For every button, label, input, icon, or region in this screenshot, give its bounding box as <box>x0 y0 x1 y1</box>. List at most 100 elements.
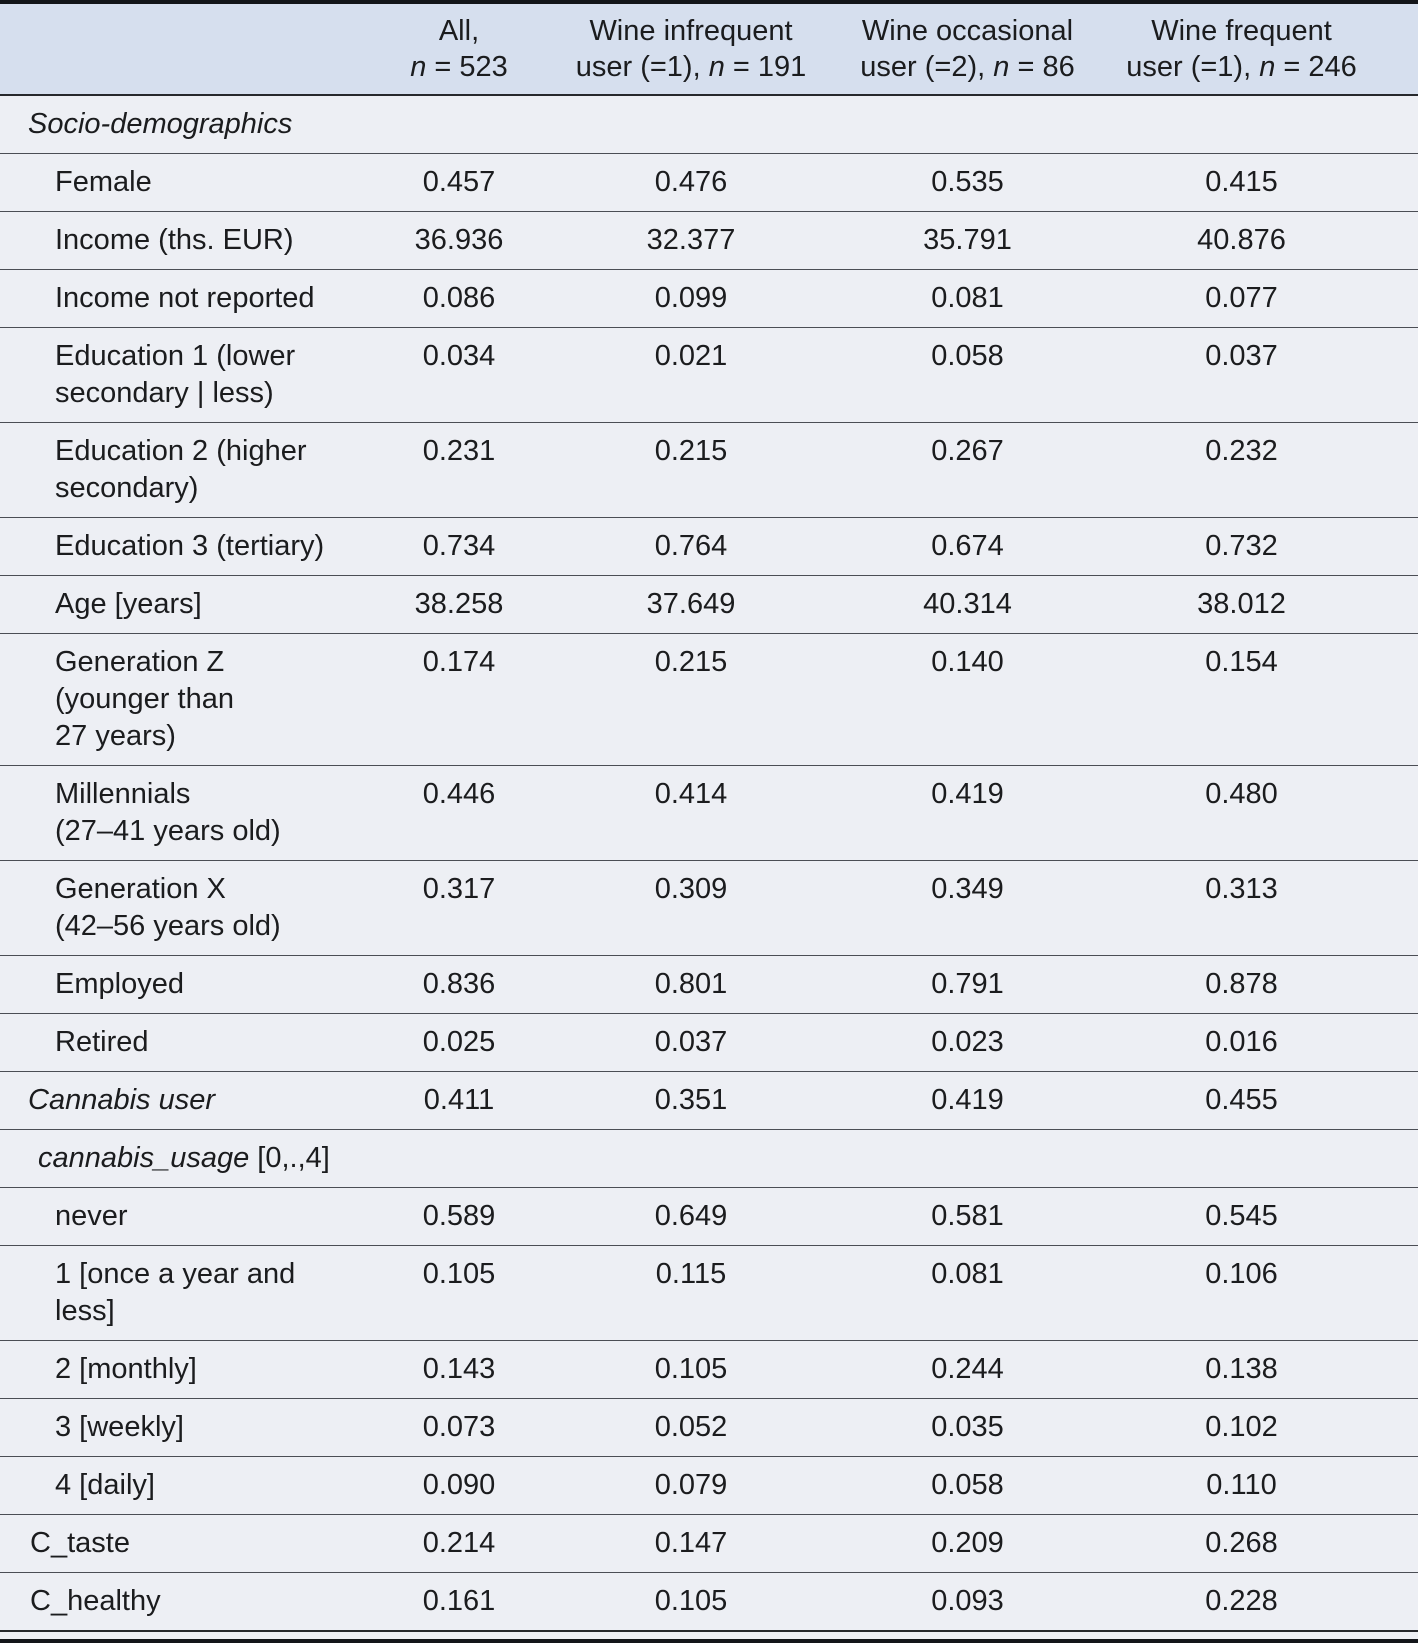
cell-value: 0.455 <box>1205 1084 1278 1116</box>
cell-value: 0.535 <box>931 166 1004 198</box>
column-header-line2: user (=1), n = 191 <box>563 49 819 85</box>
cell-value: 0.268 <box>1205 1527 1278 1559</box>
table-bottom-rule <box>0 1630 1418 1641</box>
cell-value: 0.732 <box>1205 530 1278 562</box>
row-label: C_healthy <box>0 1573 390 1632</box>
cell-value: 0.110 <box>1206 1469 1277 1501</box>
row-label-text: 2 [monthly] <box>55 1353 197 1385</box>
cell-value: 0.081 <box>931 282 1004 314</box>
column-header-count: = 86 <box>1009 51 1075 83</box>
cell-value: 36.936 <box>414 224 504 256</box>
cell-value: 0.419 <box>931 778 1004 810</box>
cell-value <box>390 95 545 154</box>
cell-value: 38.012 <box>1197 588 1286 620</box>
cell-value: 0.457 <box>422 166 496 198</box>
cell-value: 0.058 <box>931 340 1004 372</box>
cell-value: 0.016 <box>1205 1026 1278 1058</box>
cell-value: 0.411 <box>423 1084 495 1116</box>
row-cannabis-user: Cannabis user 0.411 0.351 0.419 0.455 <box>0 1071 1418 1130</box>
cell-value <box>545 1130 820 1188</box>
row-employed: Employed 0.836 0.801 0.791 0.878 <box>0 955 1418 1014</box>
cell-value: 0.073 <box>422 1411 496 1443</box>
column-header-line2: user (=1), n = 246 <box>1091 49 1392 85</box>
corner-cell <box>0 2 390 96</box>
row-female: Female 0.457 0.476 0.535 0.415 <box>0 153 1418 212</box>
cell-value: 40.876 <box>1197 224 1286 256</box>
cell-value: 35.791 <box>923 224 1012 256</box>
bottom-rule-spacer <box>0 1630 1418 1641</box>
cell-value: 0.414 <box>654 778 728 810</box>
cell-value: 0.764 <box>654 530 728 562</box>
cell-value <box>545 95 820 154</box>
cell-value: 0.143 <box>422 1353 496 1385</box>
cell-value <box>1090 1130 1418 1188</box>
row-label: Cannabis user <box>0 1072 390 1130</box>
column-header-n: n <box>1259 51 1276 83</box>
row-label-text: C_taste <box>30 1527 130 1559</box>
cell-value: 0.105 <box>654 1353 728 1385</box>
row-label-text: Income not reported <box>55 282 315 314</box>
column-header-line1: All, <box>438 15 480 47</box>
cell-value: 0.215 <box>654 646 728 678</box>
column-header-text: user (=2), <box>860 51 994 83</box>
row-daily: 4 [daily] 0.090 0.079 0.058 0.110 <box>0 1456 1418 1515</box>
row-label-text: Generation Z (younger than 27 years) <box>55 646 234 752</box>
row-label-text: Retired <box>55 1026 149 1058</box>
cell-value: 0.351 <box>654 1084 728 1116</box>
cell-value: 0.734 <box>422 530 496 562</box>
row-label: Age [years] <box>0 576 390 634</box>
column-header-line1: Wine occasional <box>861 15 1074 47</box>
row-label: Female <box>0 154 390 212</box>
cell-value: 0.836 <box>422 968 496 1000</box>
column-header-wine-occasional: Wine occasional user (=2), n = 86 <box>820 2 1090 96</box>
cell-value: 0.106 <box>1205 1258 1278 1290</box>
column-header-line1: Wine frequent <box>1151 15 1332 47</box>
column-header-n: n <box>993 51 1010 83</box>
cell-value: 0.147 <box>654 1527 728 1559</box>
row-label-text: never <box>55 1200 128 1232</box>
cell-value: 0.209 <box>931 1527 1004 1559</box>
row-income: Income (ths. EUR) 36.936 32.377 35.791 4… <box>0 211 1418 270</box>
row-label: Millennials (27–41 years old) <box>0 766 390 861</box>
row-label-text: [0,.,4] <box>249 1142 330 1174</box>
row-age: Age [years] 38.258 37.649 40.314 38.012 <box>0 575 1418 634</box>
column-header-line2: n = 523 <box>391 49 527 85</box>
cell-value: 0.878 <box>1205 968 1278 1000</box>
column-header-count: = 246 <box>1275 51 1357 83</box>
cell-value: 0.244 <box>931 1353 1004 1385</box>
cell-value: 0.023 <box>931 1026 1004 1058</box>
column-header-wine-infrequent: Wine infrequent user (=1), n = 191 <box>545 2 820 96</box>
row-label-text: Female <box>55 166 152 198</box>
row-label: 4 [daily] <box>0 1457 390 1515</box>
row-label: Retired <box>0 1014 390 1072</box>
row-label-text: Education 1 (lower secondary | less) <box>55 340 296 409</box>
row-label-text: C_healthy <box>30 1585 161 1617</box>
row-label: C_taste <box>0 1515 390 1573</box>
cell-value: 0.231 <box>422 435 496 467</box>
cell-value: 0.115 <box>655 1258 727 1290</box>
cell-value: 0.232 <box>1205 435 1278 467</box>
row-label: Education 2 (higher secondary) <box>0 423 390 518</box>
column-header-n: n <box>410 51 427 83</box>
row-generation-z: Generation Z (younger than 27 years) 0.1… <box>0 633 1418 766</box>
row-c-healthy: C_healthy 0.161 0.105 0.093 0.228 <box>0 1572 1418 1632</box>
row-label-text: Millennials (27–41 years old) <box>55 778 281 847</box>
cell-value: 0.174 <box>422 646 496 678</box>
table-header-row: All, n = 523 Wine infrequent user (=1), … <box>0 2 1418 96</box>
cell-value: 0.140 <box>931 646 1004 678</box>
cell-value: 0.446 <box>422 778 496 810</box>
row-label: 1 [once a year and less] <box>0 1246 390 1341</box>
cell-value: 0.309 <box>654 873 728 905</box>
row-label: Education 1 (lower secondary | less) <box>0 328 390 423</box>
cell-value: 0.267 <box>931 435 1004 467</box>
row-label-text: Generation X (42–56 years old) <box>55 873 281 942</box>
cell-value: 0.476 <box>654 166 728 198</box>
cell-value: 0.154 <box>1205 646 1278 678</box>
cell-value: 0.105 <box>422 1258 496 1290</box>
cell-value: 0.034 <box>422 340 496 372</box>
cell-value: 0.228 <box>1205 1585 1278 1617</box>
cell-value: 0.052 <box>654 1411 728 1443</box>
row-label-text: Education 2 (higher secondary) <box>55 435 307 504</box>
row-monthly: 2 [monthly] 0.143 0.105 0.244 0.138 <box>0 1340 1418 1399</box>
column-header-count: = 523 <box>426 51 508 83</box>
